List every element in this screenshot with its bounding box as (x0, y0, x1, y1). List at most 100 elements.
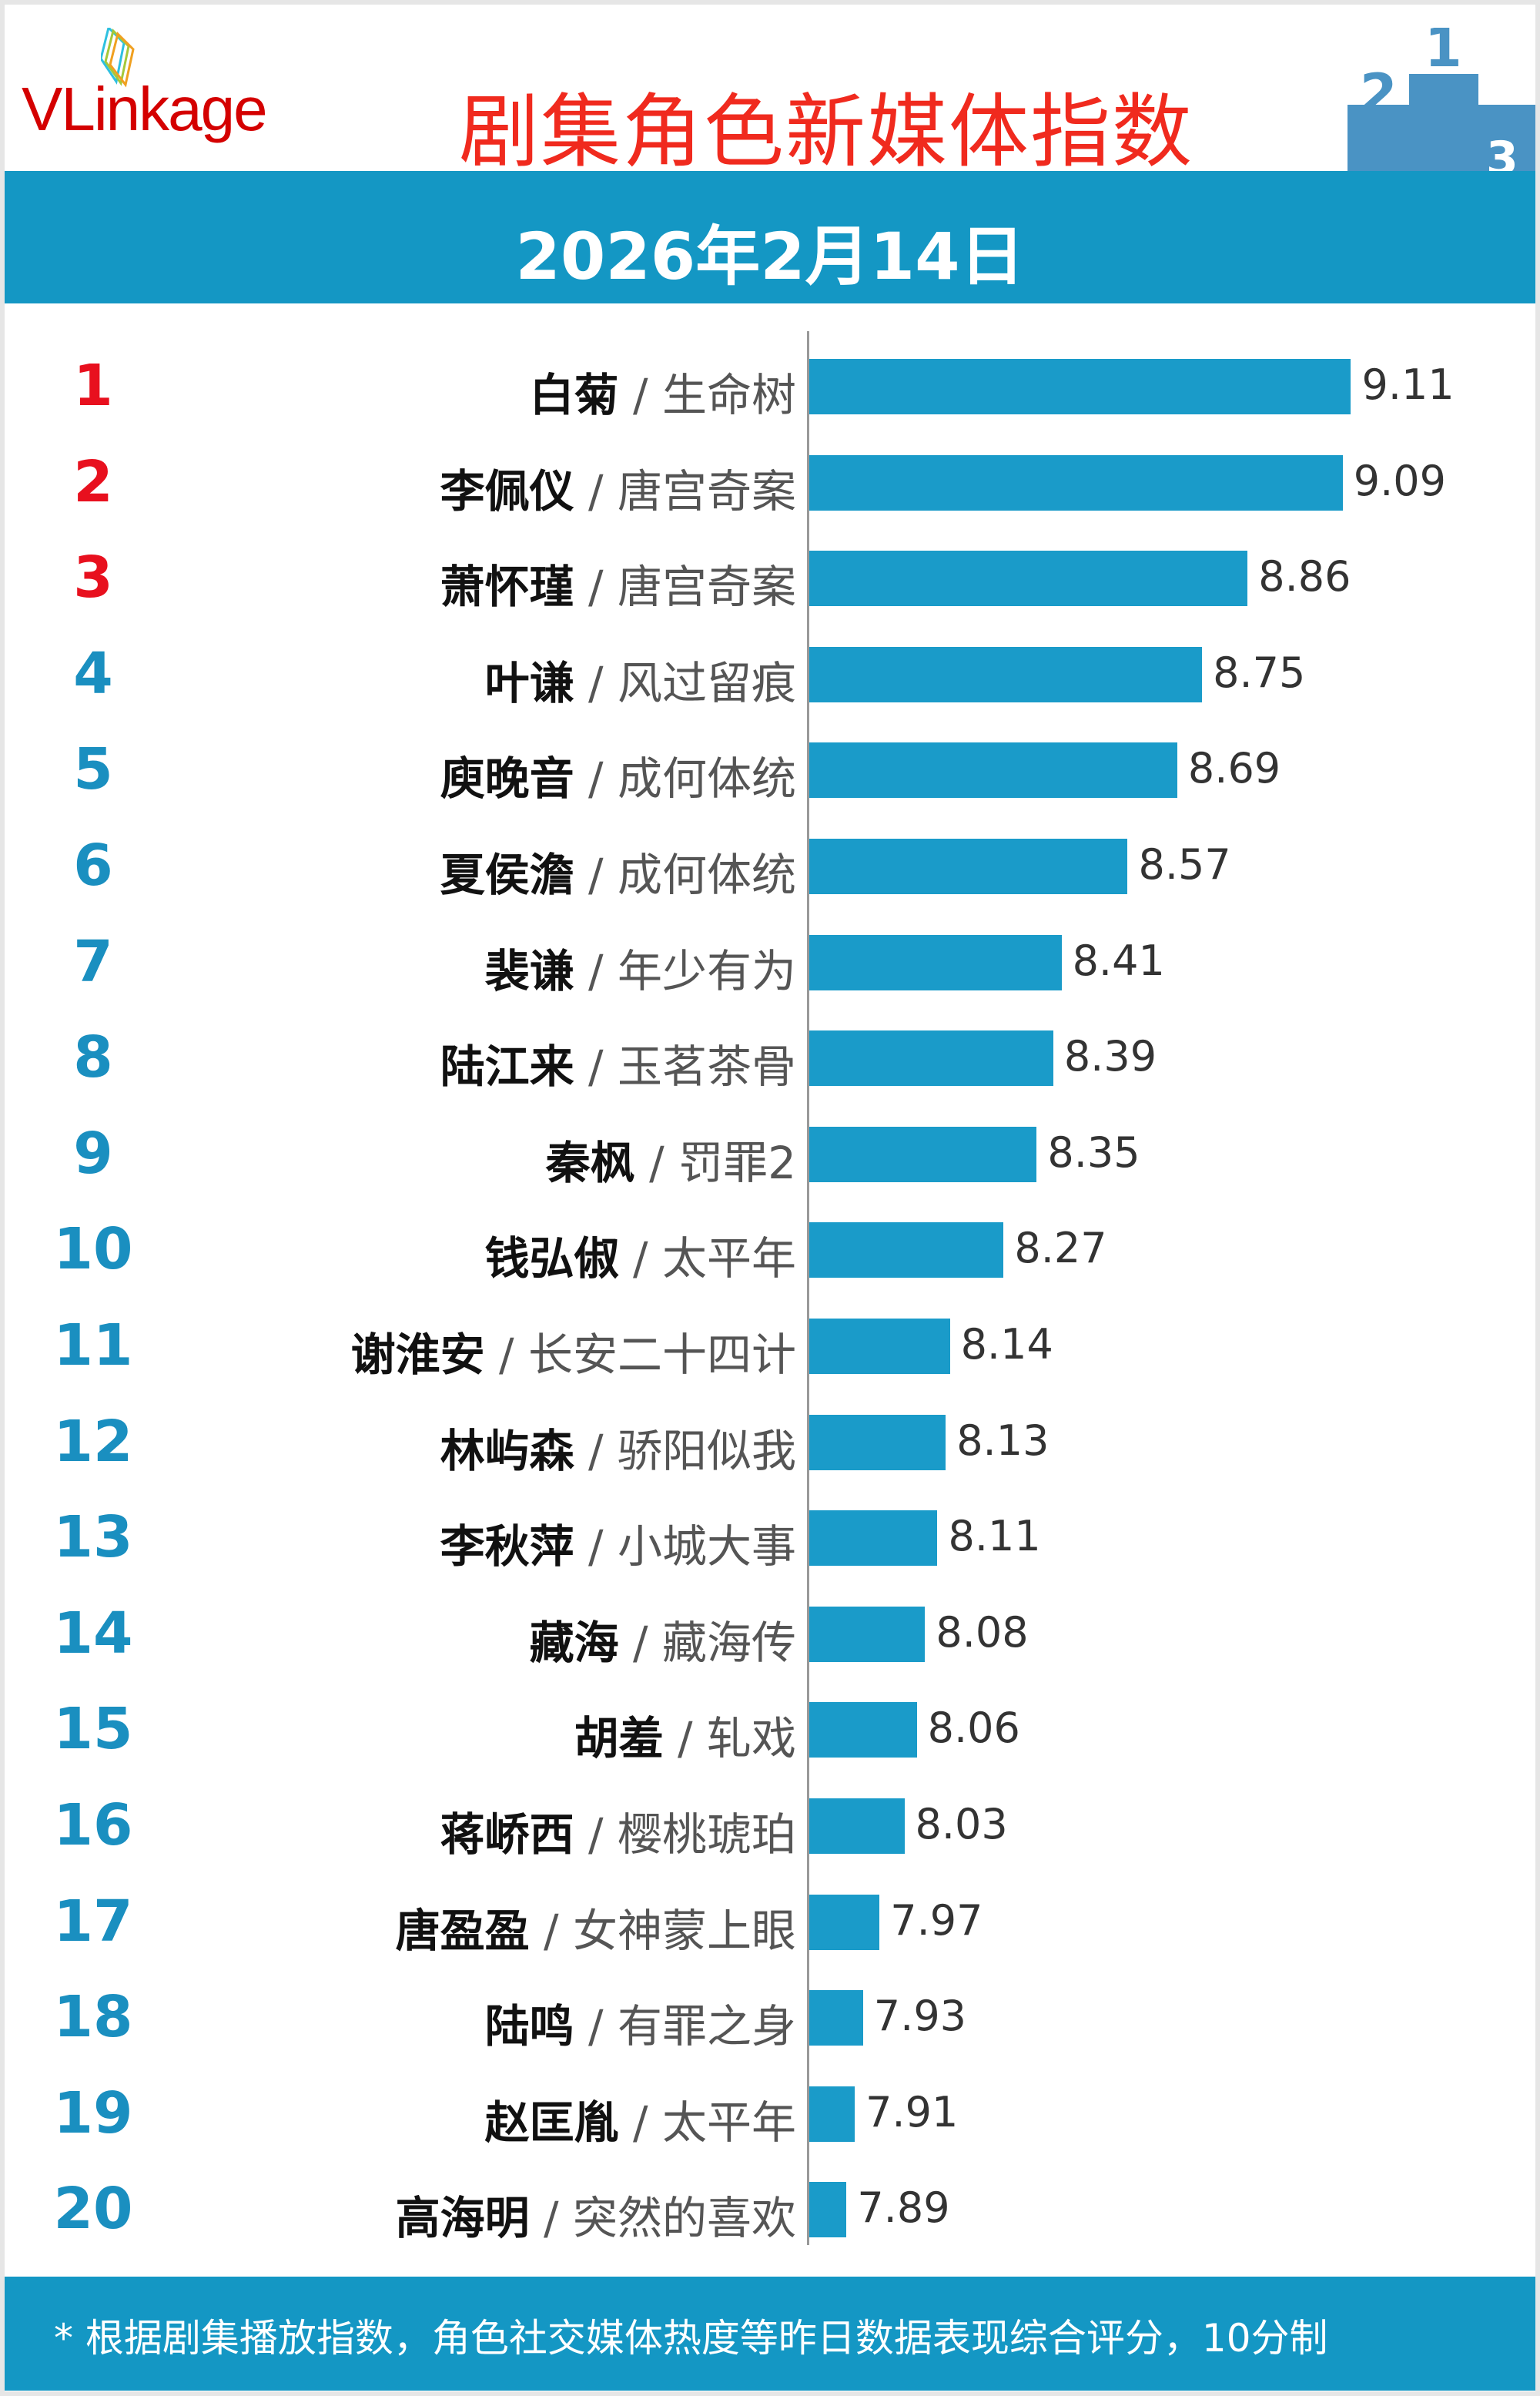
bar (809, 1990, 863, 2046)
row-label: 陆江来 / 玉茗茶骨 (440, 1030, 796, 1095)
character-name: 高海明 (395, 2192, 530, 2245)
value-label: 8.86 (1258, 552, 1351, 602)
footer-note: * 根据剧集播放指数，角色社交媒体热度等昨日数据表现综合评分，10分制 (54, 2316, 1328, 2361)
row-label: 萧怀瑾 / 唐宫奇案 (440, 551, 796, 615)
rank-number: 10 (53, 1216, 133, 1283)
character-name: 秦枫 (545, 1136, 635, 1189)
row-label: 谢淮安 / 长安二十四计 (351, 1319, 796, 1383)
vlinkage-logo: VLinkage (22, 75, 268, 143)
character-name: 蒋峤西 (440, 1808, 574, 1861)
show-name: / 骄阳似我 (588, 1424, 796, 1477)
svg-text:3: 3 (1486, 132, 1518, 176)
value-label: 8.27 (1014, 1224, 1107, 1273)
chart-row: 13 李秋萍 / 小城大事 8.11 (5, 1490, 1535, 1586)
value-label: 8.13 (956, 1416, 1050, 1465)
bar (809, 742, 1177, 799)
rank-number: 7 (73, 928, 113, 995)
rank-number: 2 (73, 448, 113, 515)
rank-number: 5 (73, 736, 113, 803)
chart-row: 4 叶谦 / 风过留痕 8.75 (5, 627, 1535, 722)
character-name: 赵匡胤 (484, 2096, 619, 2149)
character-name: 白菊 (529, 369, 619, 421)
value-label: 9.09 (1353, 456, 1446, 505)
value-label: 8.11 (948, 1512, 1041, 1561)
row-label: 夏侯澹 / 成何体统 (440, 839, 796, 903)
chart-row: 12 林屿森 / 骄阳似我 8.13 (5, 1395, 1535, 1490)
footer-band: * 根据剧集播放指数，角色社交媒体热度等昨日数据表现综合评分，10分制 (5, 2277, 1535, 2391)
bar (809, 551, 1248, 607)
character-name: 庾晚音 (440, 752, 574, 806)
chart-row: 3 萧怀瑾 / 唐宫奇案 8.86 (5, 531, 1535, 626)
bar (809, 1126, 1037, 1182)
character-name: 叶谦 (484, 656, 574, 709)
show-name: / 太平年 (633, 1232, 796, 1285)
chart-row: 9 秦枫 / 罚罪2 8.35 (5, 1107, 1535, 1202)
bar (809, 359, 1351, 414)
value-label: 8.39 (1063, 1032, 1157, 1081)
rank-number: 20 (53, 2176, 133, 2243)
value-label: 7.97 (890, 1895, 983, 1945)
bar (809, 1606, 926, 1662)
row-label: 李秋萍 / 小城大事 (440, 1510, 796, 1575)
show-name: / 成何体统 (588, 849, 796, 901)
logo-mark-icon (101, 28, 135, 88)
value-label: 8.14 (960, 1320, 1053, 1369)
value-label: 8.57 (1138, 840, 1231, 889)
row-label: 唐盈盈 / 女神蒙上眼 (396, 1895, 796, 1959)
show-name: / 樱桃琥珀 (588, 1808, 796, 1861)
chart-row: 19 赵匡胤 / 太平年 7.91 (5, 2066, 1535, 2162)
character-name: 陆鸣 (484, 2000, 574, 2053)
character-name: 谢淮安 (350, 1329, 485, 1381)
character-name: 陆江来 (440, 1041, 574, 1094)
bar (809, 934, 1062, 990)
row-label: 陆鸣 / 有罪之身 (485, 1990, 796, 2055)
chart-row: 11 谢淮安 / 长安二十四计 8.14 (5, 1299, 1535, 1394)
bar (809, 1702, 917, 1758)
bar (809, 1319, 950, 1374)
rank-number: 19 (53, 2079, 133, 2146)
character-name: 钱弘俶 (484, 1232, 619, 1285)
show-name: / 小城大事 (588, 1520, 796, 1573)
show-name: / 唐宫奇案 (588, 561, 796, 614)
show-name: / 生命树 (633, 369, 796, 421)
value-label: 8.03 (915, 1800, 1008, 1848)
row-label: 李佩仪 / 唐宫奇案 (440, 455, 796, 520)
chart-row: 8 陆江来 / 玉茗茶骨 8.39 (5, 1010, 1535, 1106)
rank-number: 6 (73, 833, 113, 899)
chart-row: 5 庾晚音 / 成何体统 8.69 (5, 722, 1535, 818)
rank-number: 13 (53, 1504, 133, 1571)
value-label: 8.06 (927, 1704, 1020, 1753)
date-band: 2026年2月14日 (5, 171, 1535, 303)
character-name: 藏海 (529, 1616, 619, 1669)
page-title: 剧集角色新媒体指数 (459, 85, 1194, 179)
value-label: 7.91 (865, 2087, 959, 2136)
bar (809, 646, 1203, 702)
row-label: 钱弘俶 / 太平年 (485, 1222, 796, 1287)
row-label: 叶谦 / 风过留痕 (485, 647, 796, 712)
chart-axis (807, 331, 809, 2245)
rank-number: 1 (73, 353, 113, 419)
rank-number: 9 (73, 1120, 113, 1187)
row-label: 高海明 / 突然的喜欢 (396, 2182, 796, 2247)
chart-row: 10 钱弘俶 / 太平年 8.27 (5, 1202, 1535, 1298)
rank-number: 18 (53, 1984, 133, 2051)
bar (809, 1222, 1004, 1278)
row-label: 秦枫 / 罚罪2 (546, 1127, 796, 1191)
character-name: 唐盈盈 (395, 1904, 530, 1957)
bar (809, 839, 1128, 894)
character-name: 林屿森 (440, 1424, 574, 1477)
show-name: / 罚罪2 (649, 1136, 796, 1189)
chart-row: 7 裴谦 / 年少有为 8.41 (5, 915, 1535, 1010)
value-label: 8.35 (1047, 1128, 1140, 1177)
character-name: 夏侯澹 (440, 849, 574, 901)
rank-number: 16 (53, 1792, 133, 1858)
rank-number: 14 (53, 1600, 133, 1667)
chart-row: 14 藏海 / 藏海传 8.08 (5, 1587, 1535, 1682)
value-label: 8.69 (1187, 744, 1281, 793)
row-label: 蒋峤西 / 樱桃琥珀 (440, 1798, 796, 1863)
show-name: / 藏海传 (633, 1616, 796, 1669)
row-label: 赵匡胤 / 太平年 (485, 2086, 796, 2151)
show-name: / 突然的喜欢 (544, 2192, 796, 2245)
show-name: / 成何体统 (588, 752, 796, 806)
show-name: / 轧戏 (678, 1712, 796, 1765)
